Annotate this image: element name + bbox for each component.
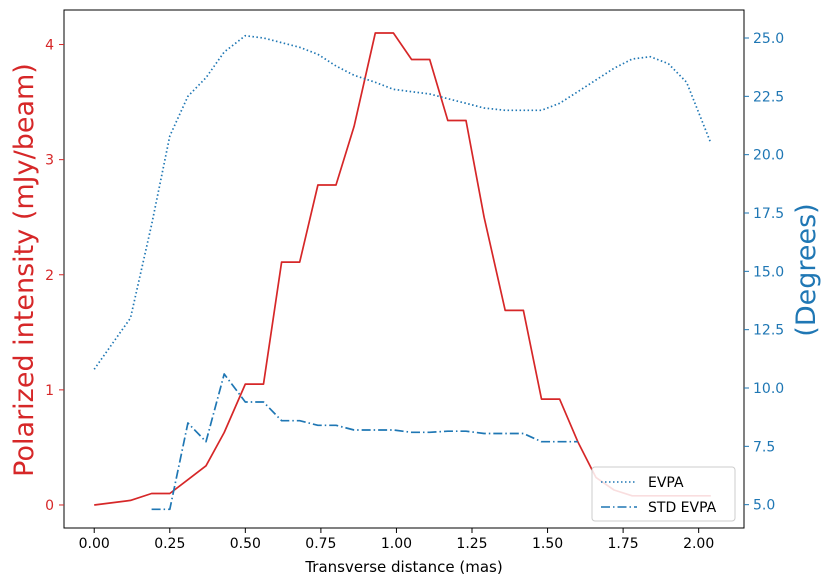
x-tick-label: 0.75 [305,536,336,552]
legend-std-evpa-label: STD EVPA [648,500,717,516]
x-tick-label: 1.00 [381,536,412,552]
y-left-tick-label: 3 [45,153,54,169]
y-right-tick-label: 12.5 [753,323,784,339]
plot-frame [63,9,745,529]
std-evpa-line [151,373,578,511]
y-right-axis-label: (Degrees) [791,203,822,336]
x-tick-label: 2.00 [683,536,714,552]
x-tick-label: 0.25 [154,536,185,552]
x-tick-label: 0.50 [230,536,261,552]
y-right-tick-label: 7.5 [753,439,775,455]
y-right-tick-label: 22.5 [753,89,784,105]
y-left-tick-label: 1 [45,383,54,399]
x-tick-label: 0.00 [79,536,110,552]
y-left-tick-label: 4 [45,38,54,54]
x-axis-label: Transverse distance (mas) [304,558,502,576]
y-right-tick-label: 20.0 [753,148,784,164]
y-right-tick-label: 5.0 [753,498,775,514]
x-tick-label: 1.50 [532,536,563,552]
legend-box [591,466,736,522]
polarized-intensity-line [94,32,711,506]
y-right-tick-label: 10.0 [753,381,784,397]
legend-evpa-label: EVPA [648,475,684,491]
y-left-tick-label: 0 [45,498,54,514]
evpa-line [93,34,712,370]
x-tick-label: 1.75 [608,536,639,552]
x-tick-label: 1.25 [456,536,487,552]
y-right-tick-label: 17.5 [753,206,784,222]
y-right-tick-label: 15.0 [753,264,784,280]
y-right-tick-label: 25.0 [753,31,784,47]
y-left-axis-label: Polarized intensity (mJy/beam) [9,63,40,477]
y-left-tick-label: 2 [45,268,54,284]
legend: EVPA STD EVPA [591,466,736,522]
